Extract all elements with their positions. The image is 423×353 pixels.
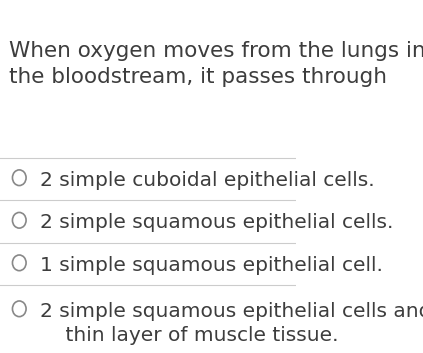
Text: 2 simple cuboidal epithelial cells.: 2 simple cuboidal epithelial cells. [40, 171, 375, 190]
Text: 1 simple squamous epithelial cell.: 1 simple squamous epithelial cell. [40, 256, 383, 275]
Text: 2 simple squamous epithelial cells and a
    thin layer of muscle tissue.: 2 simple squamous epithelial cells and a… [40, 302, 423, 345]
Text: 2 simple squamous epithelial cells.: 2 simple squamous epithelial cells. [40, 214, 393, 233]
Text: When oxygen moves from the lungs into
the bloodstream, it passes through: When oxygen moves from the lungs into th… [9, 41, 423, 87]
